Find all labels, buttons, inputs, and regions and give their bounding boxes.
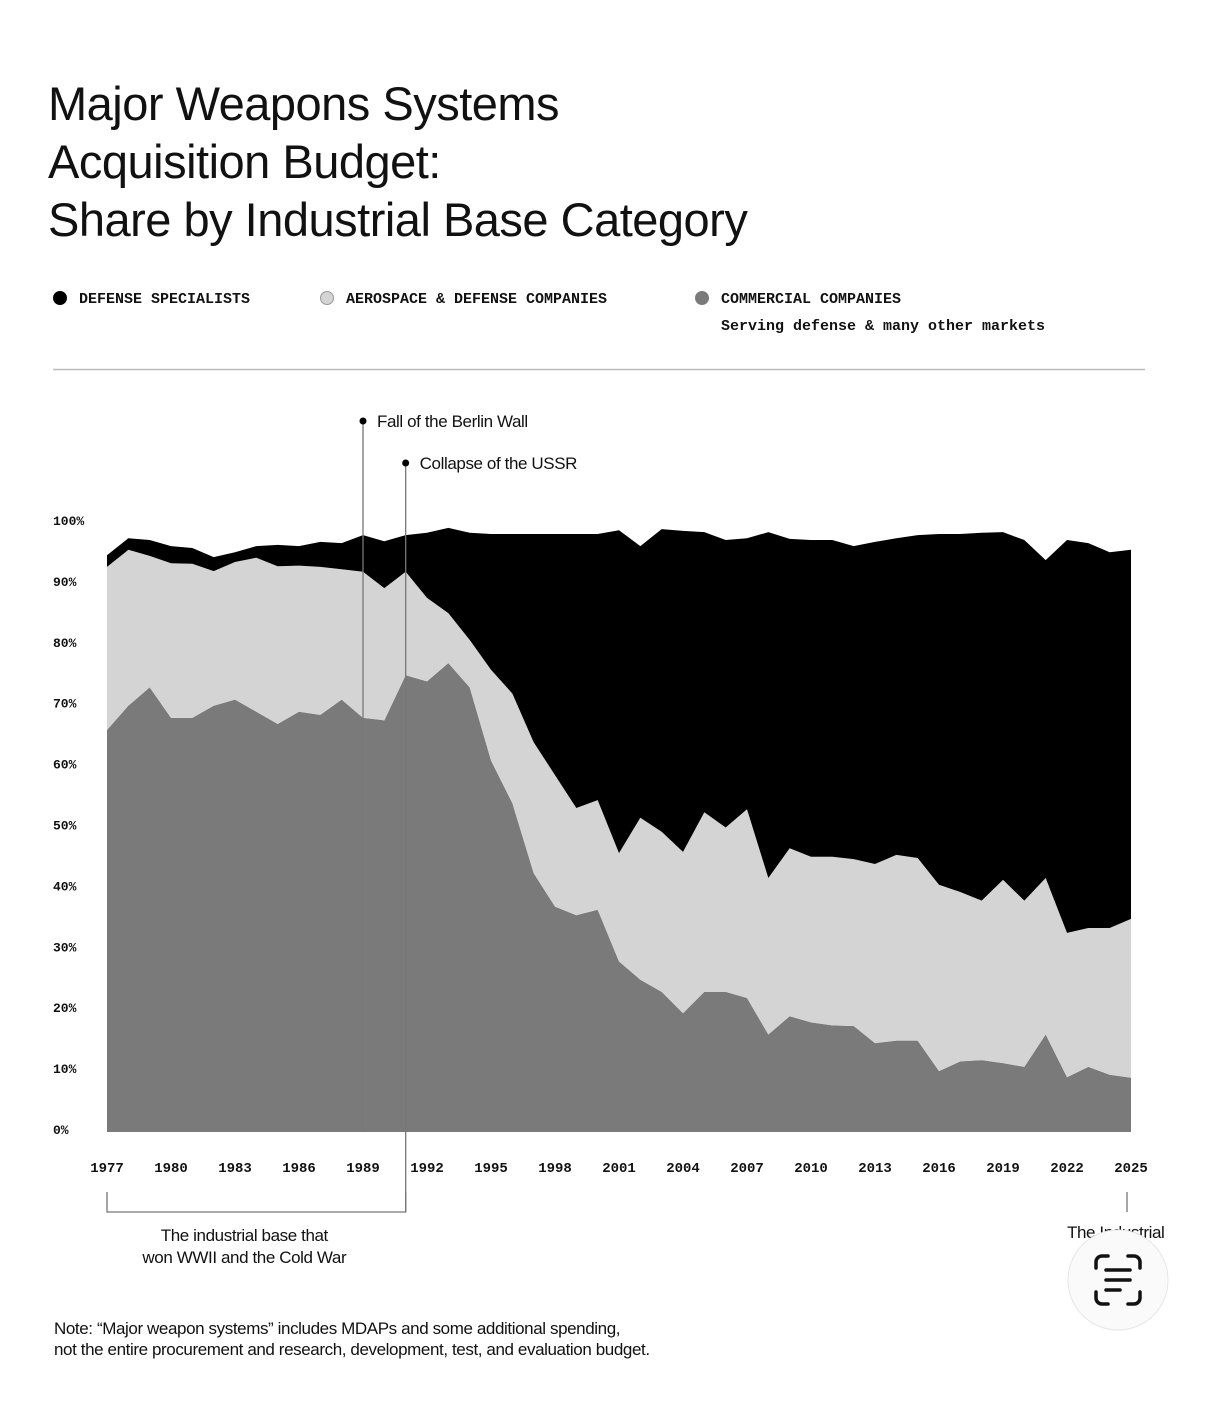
x-tick-label: 2016	[922, 1161, 956, 1177]
y-tick-label: 0%	[53, 1123, 69, 1138]
x-tick-label: 1992	[410, 1161, 444, 1177]
live-text-button[interactable]	[1067, 1229, 1169, 1331]
annotation-dot	[359, 417, 367, 425]
x-tick-label: 2013	[858, 1161, 892, 1177]
chart-title: Major Weapons Systems	[48, 77, 559, 130]
x-tick-label: 1995	[474, 1161, 508, 1177]
y-tick-label: 80%	[53, 636, 77, 651]
annotation-text: Fall of the Berlin Wall	[377, 412, 528, 431]
x-tick-label: 2019	[986, 1161, 1020, 1177]
x-tick-label: 1977	[90, 1161, 124, 1177]
chart-title: Acquisition Budget:	[48, 135, 441, 188]
y-tick-label: 60%	[53, 758, 77, 773]
bracket	[106, 1192, 407, 1213]
x-tick-label: 2004	[666, 1161, 700, 1177]
y-tick-label: 50%	[53, 819, 77, 834]
button-icon	[1094, 1254, 1142, 1306]
legend-label: COMMERCIAL COMPANIES	[721, 291, 901, 308]
x-tick-label: 2007	[730, 1161, 764, 1177]
bracket-text: The industrial base that	[161, 1226, 329, 1245]
legend-marker	[53, 291, 67, 305]
bracket-text: won WWII and the Cold War	[141, 1248, 347, 1267]
x-tick-label: 2025	[1114, 1161, 1148, 1177]
x-tick-label: 1986	[282, 1161, 316, 1177]
x-tick-label: 1989	[346, 1161, 380, 1177]
x-tick-label: 1998	[538, 1161, 572, 1177]
x-tick-label: 2022	[1050, 1161, 1084, 1177]
x-tick-label: 1983	[218, 1161, 252, 1177]
legend-label: DEFENSE SPECIALISTS	[79, 291, 250, 308]
y-tick-label: 40%	[53, 879, 77, 894]
legend-description: Serving defense & many other markets	[721, 318, 1045, 335]
x-tick-label: 1980	[154, 1161, 188, 1177]
y-tick-label: 30%	[53, 940, 77, 955]
y-tick-label: 20%	[53, 1001, 77, 1016]
x-tick-label: 2010	[794, 1161, 828, 1177]
x-tick-label: 2001	[602, 1161, 636, 1177]
y-tick-label: 70%	[53, 697, 77, 712]
annotation-text: Collapse of the USSR	[420, 454, 577, 473]
annotation-dot	[402, 459, 410, 467]
legend-marker	[695, 291, 709, 305]
area	[107, 527, 1131, 933]
y-tick-label: 100%	[53, 514, 84, 529]
chart-title: Share by Industrial Base Category	[48, 193, 748, 246]
note: not the entire procurement and research,…	[54, 1340, 650, 1359]
note: Note: “Major weapon systems” includes MD…	[54, 1319, 620, 1338]
legend-label: AEROSPACE & DEFENSE COMPANIES	[346, 291, 607, 308]
y-tick-label: 10%	[53, 1062, 77, 1077]
legend-marker	[320, 291, 334, 305]
y-tick-label: 90%	[53, 575, 77, 590]
